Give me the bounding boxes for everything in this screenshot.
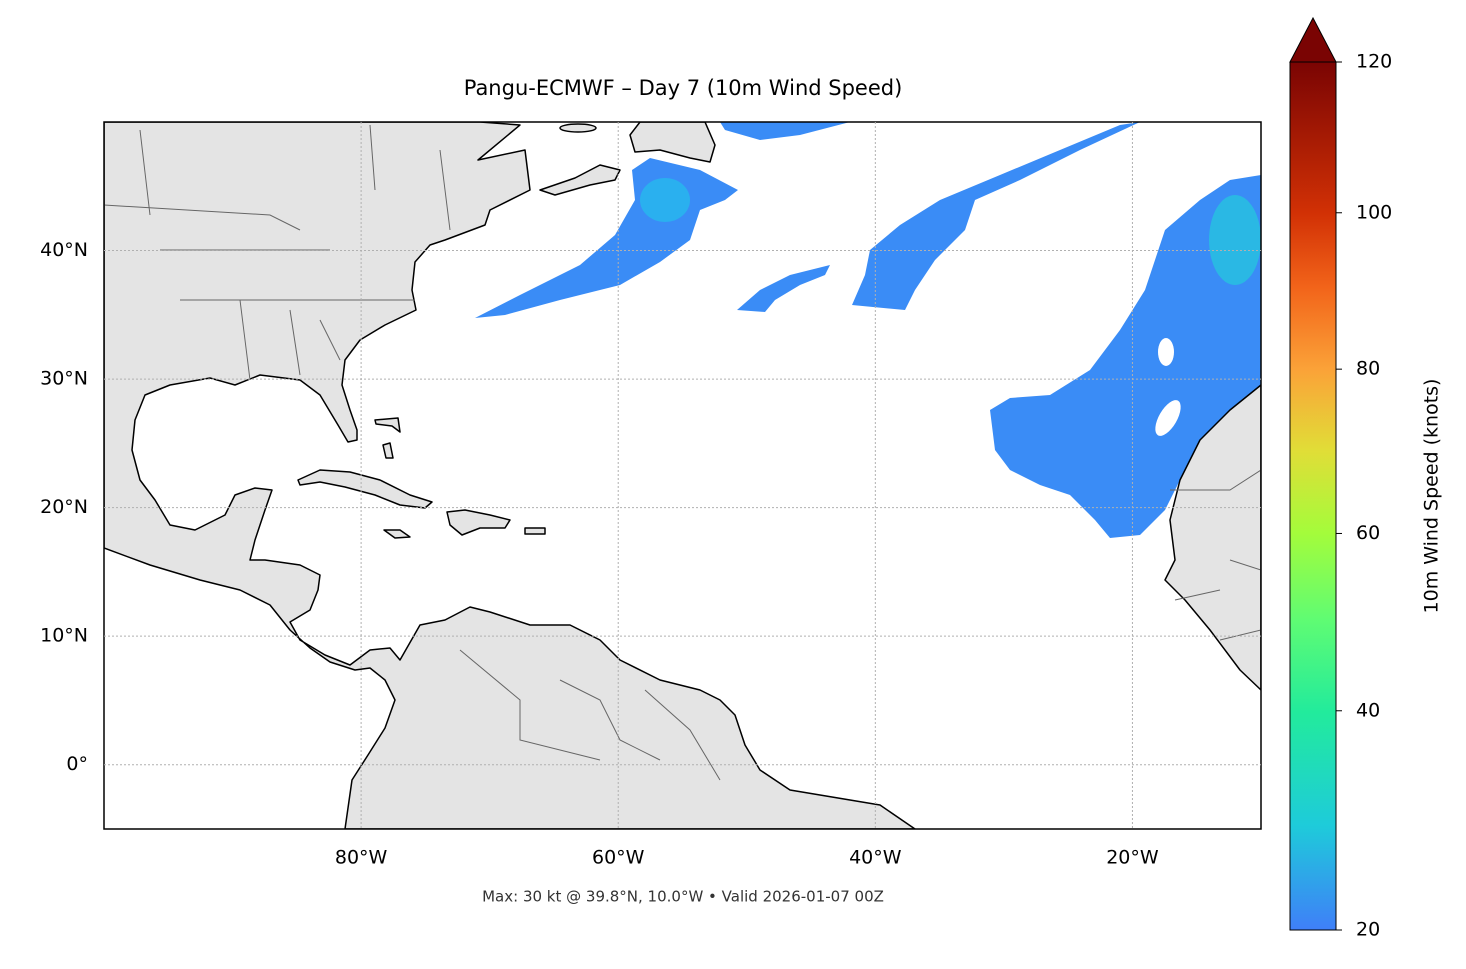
bahamas xyxy=(374,417,401,433)
colorbar-extend xyxy=(1289,16,1337,63)
y-tick-label: 0° xyxy=(66,753,88,775)
colorbar-tick-label: 60 xyxy=(1356,522,1380,544)
y-tick-label: 30°N xyxy=(40,368,88,390)
land xyxy=(104,122,1261,829)
wind-region xyxy=(990,175,1261,538)
newfoundland xyxy=(629,122,716,163)
africa xyxy=(1164,384,1261,691)
colorbar-tick-label: 20 xyxy=(1356,919,1380,941)
wind-gap xyxy=(1155,400,1181,436)
borders xyxy=(104,124,1261,781)
cuba xyxy=(297,469,433,509)
wind-field xyxy=(475,122,1261,538)
x-tick-label: 40°W xyxy=(849,847,902,869)
jamaica xyxy=(383,529,411,539)
wind-region xyxy=(737,265,830,312)
x-tick-label: 80°W xyxy=(335,847,388,869)
wind-region xyxy=(852,122,1140,310)
puerto-rico xyxy=(524,527,546,535)
colorbar-tick-label: 80 xyxy=(1356,358,1380,380)
wind-region xyxy=(720,122,850,140)
nova-scotia xyxy=(539,164,621,196)
y-tick-label: 20°N xyxy=(40,496,88,518)
map-frame xyxy=(103,121,1262,830)
colorbar-tick-label: 100 xyxy=(1356,201,1392,223)
colorbar xyxy=(1289,61,1337,931)
bahamas xyxy=(382,442,394,459)
colorbar-tick-label: 40 xyxy=(1356,699,1380,721)
americas xyxy=(104,122,916,829)
colorbar-tick-label: 120 xyxy=(1356,51,1392,73)
wind-gap xyxy=(1158,338,1174,366)
x-tick-label: 20°W xyxy=(1106,847,1159,869)
wind-core xyxy=(640,178,690,222)
hispaniola xyxy=(446,509,511,536)
y-tick-label: 40°N xyxy=(40,239,88,261)
colorbar-label: 10m Wind Speed (knots) xyxy=(1421,379,1443,614)
y-tick-label: 10°N xyxy=(40,625,88,647)
island xyxy=(559,123,597,133)
x-tick-label: 60°W xyxy=(592,847,645,869)
map-annotation: Max: 30 kt @ 39.8°N, 10.0°W • Valid 2026… xyxy=(482,888,884,906)
map-title: Pangu-ECMWF – Day 7 (10m Wind Speed) xyxy=(464,76,903,100)
map-area xyxy=(104,122,1261,829)
wind-core xyxy=(1209,195,1261,285)
